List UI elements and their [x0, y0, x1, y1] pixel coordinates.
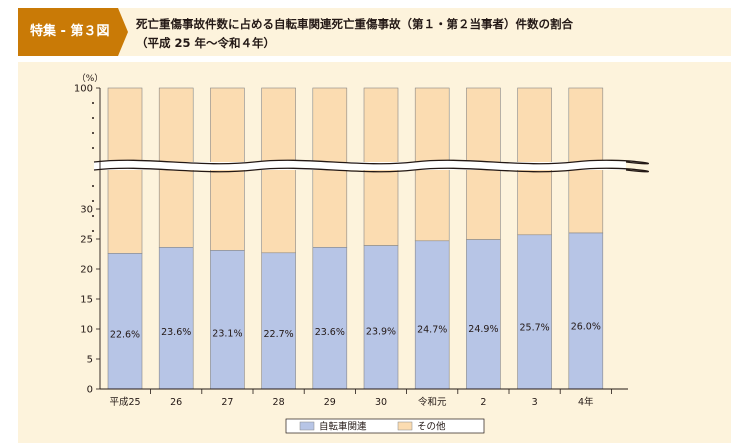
axis-break-line-upper: [93, 159, 650, 165]
badge-arrow: [118, 8, 128, 56]
bar-bicycle-6: [414, 240, 450, 390]
category-label-4: 29: [324, 397, 336, 408]
figure-header: 特集 - 第３図 死亡重傷事故件数に占める自転車関連死亡重傷事故（第１・第２当事…: [18, 8, 731, 56]
data-label-9: 26.0%: [571, 322, 601, 333]
data-label-1: 23.6%: [161, 327, 191, 338]
data-label-5: 23.9%: [366, 327, 396, 338]
bar-other-3: [261, 87, 296, 254]
bar-bicycle-2: [210, 250, 245, 390]
bar-bicycle-4: [312, 247, 348, 390]
data-label-2: 23.1%: [212, 328, 242, 339]
bar-other-0: [107, 87, 143, 254]
category-label-0: 平成25: [109, 396, 140, 408]
axis-dot-1: [92, 117, 94, 119]
category-label-9: 4年: [578, 396, 594, 408]
axis-dot-0: [92, 102, 94, 104]
axis-break-line-lower: [93, 167, 650, 173]
category-label-2: 27: [221, 397, 233, 408]
bar-bicycle-5: [363, 245, 399, 390]
bar-other-8: [517, 87, 552, 236]
data-label-3: 22.7%: [264, 329, 294, 340]
legend-box: [285, 418, 485, 434]
data-label-7: 24.9%: [468, 324, 498, 335]
axis-dot-7: [92, 230, 94, 232]
bar-bicycle-0: [107, 253, 143, 390]
y-unit-label: （%）: [77, 73, 104, 84]
figure-title: 死亡重傷事故件数に占める自転車関連死亡重傷事故（第１・第２当事者）件数の割合: [136, 17, 573, 31]
figure-subtitle: （平成 25 年～令和４年）: [136, 36, 276, 50]
data-label-4: 23.6%: [315, 327, 345, 338]
y-tick-label-0: 0: [87, 385, 93, 396]
category-label-5: 30: [375, 397, 387, 408]
category-label-1: 26: [170, 397, 182, 408]
figure-number-badge: 特集 - 第３図: [18, 8, 118, 56]
axis-dot-4: [92, 185, 94, 187]
y-tick-label-2: 10: [80, 325, 93, 336]
bar-bicycle-7: [466, 239, 501, 390]
legend-swatch-bicycle: [299, 421, 315, 431]
y-tick-label-3: 15: [80, 295, 93, 306]
category-label-6: 令和元: [418, 396, 447, 408]
y-tick-label-6: 30: [80, 205, 93, 216]
y-tick-label-1: 5: [87, 355, 93, 366]
data-label-8: 25.7%: [520, 322, 550, 333]
data-label-0: 22.6%: [110, 329, 140, 340]
axis-dot-6: [92, 215, 94, 217]
axis-dot-2: [92, 132, 94, 134]
bar-bicycle-9: [568, 232, 604, 390]
bar-bicycle-8: [517, 234, 552, 390]
stacked-bar-chart: 22.6% 平成25 23.6% 26 23.1% 27 22.7% 28 23.6% 29 23.…: [74, 73, 650, 434]
bar-bicycle-3: [261, 252, 296, 390]
y-tick-label-top: 100: [74, 84, 93, 95]
y-tick-label-5: 25: [80, 235, 93, 246]
legend-swatch-other: [397, 421, 413, 431]
data-label-6: 24.7%: [417, 325, 447, 336]
y-tick-label-4: 20: [80, 265, 93, 276]
axis-dot-5: [92, 200, 94, 202]
bar-bicycle-1: [158, 247, 194, 390]
legend-label-bicycle: 自転車関連: [319, 421, 367, 433]
category-label-3: 28: [273, 397, 285, 408]
chart-panel: 22.6% 平成25 23.6% 26 23.1% 27 22.7% 28 23.6% 29 23.…: [18, 62, 731, 443]
axis-dot-3: [92, 147, 94, 149]
axis-break-fill: [94, 162, 626, 170]
legend-label-other: その他: [417, 421, 446, 433]
category-label-8: 3: [532, 397, 538, 408]
category-label-7: 2: [480, 397, 486, 408]
